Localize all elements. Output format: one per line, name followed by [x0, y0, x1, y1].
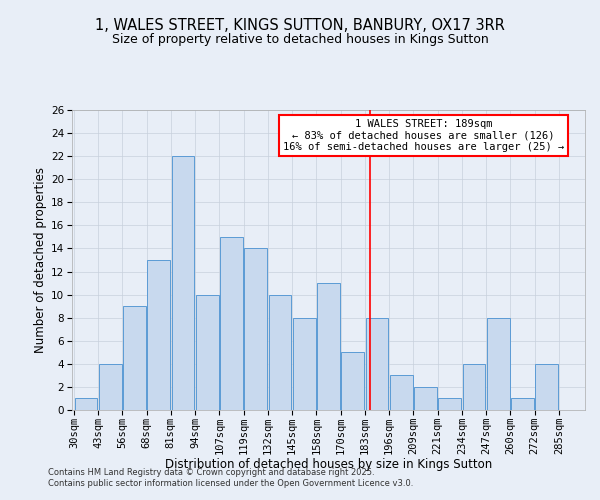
Bar — [487, 318, 509, 410]
Bar — [535, 364, 558, 410]
Bar — [317, 283, 340, 410]
Bar — [414, 387, 437, 410]
Bar — [123, 306, 146, 410]
X-axis label: Distribution of detached houses by size in Kings Sutton: Distribution of detached houses by size … — [165, 458, 492, 471]
Bar — [439, 398, 461, 410]
Bar — [341, 352, 364, 410]
Text: Size of property relative to detached houses in Kings Sutton: Size of property relative to detached ho… — [112, 32, 488, 46]
Bar — [390, 376, 413, 410]
Bar — [365, 318, 388, 410]
Bar — [172, 156, 194, 410]
Bar — [511, 398, 534, 410]
Bar — [196, 294, 218, 410]
Bar — [463, 364, 485, 410]
Bar — [293, 318, 316, 410]
Bar — [244, 248, 267, 410]
Bar — [269, 294, 292, 410]
Text: Contains HM Land Registry data © Crown copyright and database right 2025.
Contai: Contains HM Land Registry data © Crown c… — [48, 468, 413, 487]
Bar — [99, 364, 122, 410]
Text: 1, WALES STREET, KINGS SUTTON, BANBURY, OX17 3RR: 1, WALES STREET, KINGS SUTTON, BANBURY, … — [95, 18, 505, 32]
Bar — [148, 260, 170, 410]
Bar — [74, 398, 97, 410]
Bar — [220, 237, 243, 410]
Y-axis label: Number of detached properties: Number of detached properties — [34, 167, 47, 353]
Text: 1 WALES STREET: 189sqm
← 83% of detached houses are smaller (126)
16% of semi-de: 1 WALES STREET: 189sqm ← 83% of detached… — [283, 119, 564, 152]
